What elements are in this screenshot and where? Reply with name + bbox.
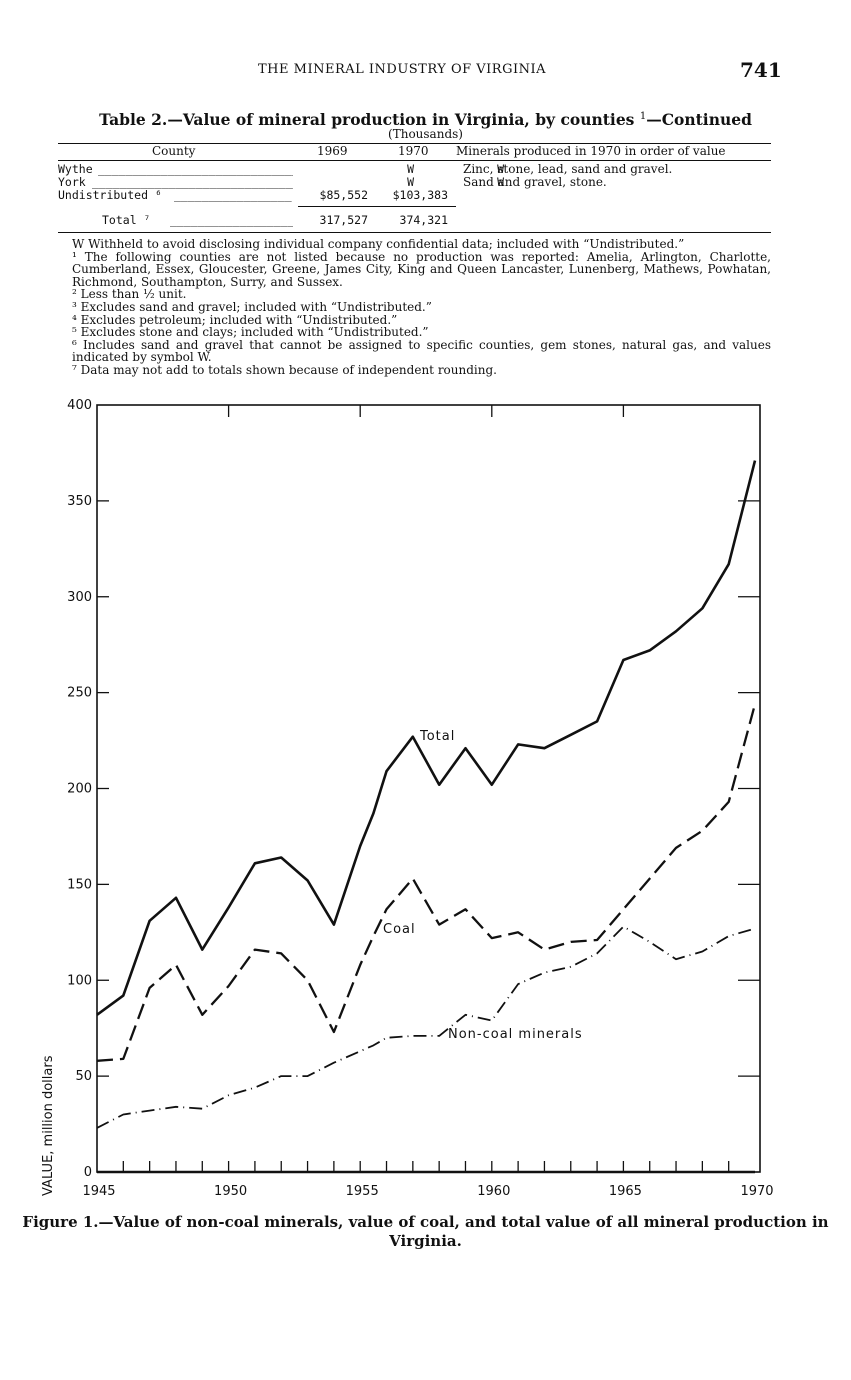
value-line-chart: VALUE, million dollars Total Coal Non-co… <box>41 398 774 1199</box>
y-tick-label: 250 <box>67 686 92 701</box>
leader-dots: ______________________________ <box>92 175 293 189</box>
total-1970: 374,321 <box>399 213 448 227</box>
cell-county: York <box>58 175 86 189</box>
table-top-rule <box>58 143 771 144</box>
table-title: Table 2.—Value of mineral production in … <box>0 110 851 129</box>
x-tick-label: 1955 <box>346 1184 379 1199</box>
table-title-text: Table 2.—Value of mineral production in … <box>99 110 635 129</box>
y-axis-label: VALUE, million dollars <box>41 1055 56 1196</box>
cell-1970: $103,383 <box>392 188 448 202</box>
label-total: Total <box>419 729 455 744</box>
table-title-footnote-ref: 1 <box>639 110 647 122</box>
y-tick-label: 350 <box>67 494 92 509</box>
x-tick-label: 1970 <box>740 1184 773 1199</box>
footnote: ³ Excludes sand and gravel; included wit… <box>72 299 432 314</box>
cell-1969: $85,552 <box>319 188 368 202</box>
y-tick-label: 200 <box>67 782 92 797</box>
total-rule <box>298 206 456 207</box>
leader-dots: _________________ <box>174 188 292 202</box>
table-bottom-rule <box>58 232 771 233</box>
table-title-suffix: —Continued <box>646 110 752 129</box>
series-line-total <box>96 460 757 1016</box>
footnote: ⁷ Data may not add to totals shown becau… <box>72 362 497 377</box>
leader-dots: ____________________ <box>170 213 293 227</box>
label-coal: Coal <box>383 922 416 937</box>
leader-dots: _____________________________ <box>98 162 293 176</box>
col-header-1970: 1970 <box>398 144 429 158</box>
cell-1969: W <box>407 162 414 176</box>
cell-minerals: Sand and gravel, stone. <box>463 175 607 189</box>
plot-frame <box>96 404 761 1173</box>
cell-county: Undistributed ⁶ <box>58 188 162 202</box>
y-tick-label: 0 <box>84 1165 92 1180</box>
table-header-rule <box>58 160 771 161</box>
x-tick-label: 1965 <box>609 1184 642 1199</box>
cell-1969: W <box>407 175 414 189</box>
total-1969: 317,527 <box>319 213 368 227</box>
y-tick-label: 400 <box>67 398 92 413</box>
col-header-minerals: Minerals produced in 1970 in order of va… <box>456 144 726 158</box>
series-line-non-coal-minerals <box>96 925 756 1129</box>
page-number: 741 <box>740 58 782 82</box>
footnote: ⁶ Includes sand and gravel that cannot b… <box>72 337 771 365</box>
col-header-county: County <box>152 144 196 158</box>
x-tick-label: 1950 <box>214 1184 247 1199</box>
footnote: W Withheld to avoid disclosing individua… <box>72 237 685 251</box>
running-title: THE MINERAL INDUSTRY OF VIRGINIA <box>258 62 546 77</box>
cell-county: Wythe <box>58 162 93 176</box>
y-tick-label: 150 <box>67 877 92 892</box>
figure-caption: Figure 1.—Value of non-coal minerals, va… <box>22 1213 829 1250</box>
footnote: ⁵ Excludes stone and clays; included wit… <box>72 325 429 340</box>
col-header-1969: 1969 <box>317 144 348 158</box>
label-non-coal: Non-coal minerals <box>448 1027 583 1042</box>
y-tick-label: 50 <box>75 1069 92 1084</box>
total-label: Total ⁷ <box>102 213 151 227</box>
cell-minerals: Zinc, stone, lead, sand and gravel. <box>463 162 673 176</box>
y-tick-label: 300 <box>67 590 92 605</box>
cell-1970: W <box>497 162 504 176</box>
cell-1970: W <box>497 175 504 189</box>
footnote: ¹ The following counties are not listed … <box>72 249 771 289</box>
footnote: ² Less than ½ unit. <box>72 287 187 302</box>
series-line-coal <box>96 703 757 1062</box>
footnotes: W Withheld to avoid disclosing individua… <box>58 238 771 377</box>
table-unit: (Thousands) <box>388 127 463 141</box>
footnote: ⁴ Excludes petroleum; included with “Und… <box>72 312 398 327</box>
y-tick-label: 100 <box>67 973 92 988</box>
x-tick-label: 1945 <box>82 1184 115 1199</box>
x-tick-label: 1960 <box>477 1184 510 1199</box>
